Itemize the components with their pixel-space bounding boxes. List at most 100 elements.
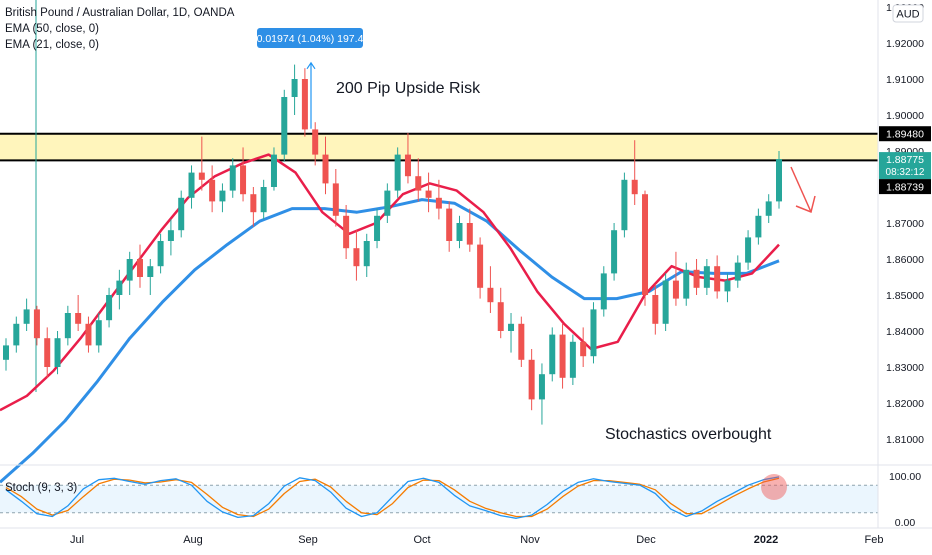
candle-body [250, 194, 257, 213]
candle-body [33, 309, 40, 339]
candle-body [85, 323, 92, 346]
candle-body [755, 215, 762, 238]
candle-body [363, 241, 370, 267]
candle-body [167, 230, 174, 241]
time-tick-label: 2022 [754, 534, 778, 546]
candle-body [353, 248, 360, 267]
candle-body [147, 266, 154, 277]
candle-body [75, 313, 82, 324]
stoch-tick-label: 0.00 [895, 517, 916, 529]
legend-symbol[interactable]: British Pound / Australian Dollar, 1D, O… [5, 7, 235, 19]
candles-group [3, 64, 782, 425]
candle-body [693, 269, 700, 288]
candle-body [703, 266, 710, 288]
candle-body [497, 302, 504, 331]
candle-body [580, 341, 587, 357]
candle-body [3, 345, 9, 360]
price-tick-label: 1.84000 [886, 326, 924, 338]
candle-body [209, 179, 216, 202]
candle-body [404, 154, 411, 177]
candle-body [260, 187, 267, 213]
candle-body [714, 266, 721, 292]
annotation-upside-risk[interactable]: 200 Pip Upside Risk [336, 80, 481, 97]
candle-body [374, 215, 381, 241]
candle-body [95, 320, 102, 346]
down-arrow-annotation[interactable] [790, 166, 816, 214]
candle-body [270, 154, 277, 187]
candle-body [538, 374, 545, 400]
candle-body [229, 165, 236, 191]
candle-body [384, 190, 391, 216]
candle-body [157, 241, 164, 267]
legend-ema21[interactable]: EMA (21, close, 0) [5, 39, 99, 51]
candle-body [724, 280, 731, 292]
candle-body [343, 215, 350, 249]
candle-body [683, 269, 690, 299]
candle-body [559, 334, 566, 378]
annotation-stoch-overbought[interactable]: Stochastics overbought [605, 426, 772, 443]
candle-body [240, 165, 247, 195]
candle-body [569, 341, 576, 378]
candle-body [106, 295, 113, 321]
measure-label-box[interactable] [257, 28, 363, 48]
price-tick-label: 1.92000 [886, 38, 924, 50]
candle-body [776, 159, 782, 202]
stoch-tick-label: 100.00 [889, 471, 921, 483]
price-tick-label: 1.82000 [886, 398, 924, 410]
candle-body [549, 334, 556, 375]
stoch-axis[interactable]: 100.00 0.00 [889, 471, 921, 529]
resistance-bottom-tag-label: 1.88739 [886, 182, 924, 194]
time-axis[interactable]: Jul Aug Sep Oct Nov Dec 2022 Feb [70, 534, 884, 546]
overbought-marker[interactable] [761, 474, 787, 500]
candle-body [332, 183, 339, 216]
time-tick-label: Sep [298, 534, 318, 546]
legend-stoch[interactable]: Stoch (9, 3, 3) [5, 482, 78, 494]
candle-body [281, 97, 288, 155]
legend-ema50[interactable]: EMA (50, close, 0) [5, 23, 99, 35]
stoch-band-fill [0, 485, 878, 513]
candle-body [219, 190, 226, 202]
candle-body [672, 280, 679, 299]
candle-body [23, 309, 30, 324]
candle-body [44, 338, 51, 367]
candle-body [394, 154, 401, 191]
candle-body [518, 323, 525, 360]
resistance-top-tag-label: 1.89480 [886, 129, 924, 141]
candle-body [54, 338, 61, 367]
candle-body [322, 154, 329, 184]
price-tick-label: 1.87000 [886, 218, 924, 230]
candle-body [466, 223, 473, 245]
candle-body [611, 230, 618, 274]
last-price-tag [879, 152, 931, 180]
time-tick-label: Dec [636, 534, 656, 546]
candle-body [435, 197, 442, 209]
candle-body [662, 280, 669, 324]
candle-body [178, 197, 185, 231]
stoch-lines-group [5, 476, 780, 519]
candle-body [312, 129, 319, 155]
price-tick-label: 1.85000 [886, 290, 924, 302]
candle-body [528, 359, 535, 400]
time-tick-label: Oct [413, 534, 430, 546]
candle-body [198, 172, 205, 180]
time-tick-label: Nov [520, 534, 540, 546]
candle-body [508, 323, 515, 331]
price-tick-label: 1.86000 [886, 254, 924, 266]
candle-body [456, 223, 463, 241]
candle-body [487, 287, 494, 303]
last-price-tag-label: 1.88775 [886, 154, 924, 166]
candle-body [136, 259, 143, 277]
candle-body [600, 273, 607, 310]
candle-body [734, 262, 741, 281]
stoch-k-line [5, 476, 780, 519]
countdown-label: 08:32:12 [886, 167, 925, 178]
candle-body [116, 280, 123, 295]
candle-body [477, 244, 484, 288]
currency-badge[interactable] [892, 4, 924, 23]
candle-body [64, 313, 71, 339]
price-tick-label: 1.83000 [886, 362, 924, 374]
resistance-zone [0, 133, 878, 161]
time-tick-label: Feb [865, 534, 884, 546]
